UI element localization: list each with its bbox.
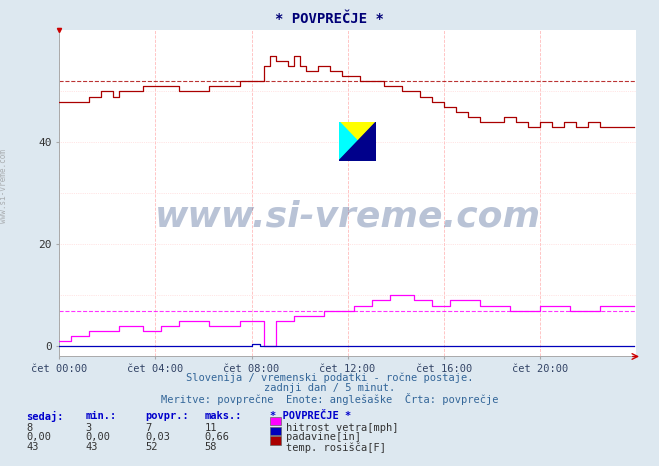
Text: * POVPREČJE *: * POVPREČJE *: [270, 411, 351, 421]
Polygon shape: [339, 122, 376, 161]
Polygon shape: [339, 122, 376, 161]
Text: Meritve: povprečne  Enote: anglešaške  Črta: povprečje: Meritve: povprečne Enote: anglešaške Črt…: [161, 393, 498, 405]
Polygon shape: [339, 122, 376, 161]
Text: Slovenija / vremenski podatki - ročne postaje.: Slovenija / vremenski podatki - ročne po…: [186, 373, 473, 384]
Text: 11: 11: [204, 423, 217, 432]
Text: zadnji dan / 5 minut.: zadnji dan / 5 minut.: [264, 383, 395, 393]
Text: 3: 3: [86, 423, 92, 432]
Text: 0,66: 0,66: [204, 432, 229, 442]
Text: 0,00: 0,00: [26, 432, 51, 442]
Text: hitrost vetra[mph]: hitrost vetra[mph]: [286, 423, 399, 432]
Text: sedaj:: sedaj:: [26, 411, 64, 422]
Text: povpr.:: povpr.:: [145, 411, 188, 421]
Text: * POVPREČJE *: * POVPREČJE *: [275, 12, 384, 26]
Text: www.si-vreme.com: www.si-vreme.com: [155, 199, 540, 233]
Text: www.si-vreme.com: www.si-vreme.com: [0, 150, 8, 223]
Text: 52: 52: [145, 442, 158, 452]
Text: 0,03: 0,03: [145, 432, 170, 442]
Text: padavine[in]: padavine[in]: [286, 432, 361, 442]
Text: 8: 8: [26, 423, 32, 432]
Text: 7: 7: [145, 423, 151, 432]
Text: maks.:: maks.:: [204, 411, 242, 421]
Text: 43: 43: [86, 442, 98, 452]
Text: temp. rosišča[F]: temp. rosišča[F]: [286, 442, 386, 453]
Text: 58: 58: [204, 442, 217, 452]
Text: 0,00: 0,00: [86, 432, 111, 442]
Text: 43: 43: [26, 442, 39, 452]
Text: min.:: min.:: [86, 411, 117, 421]
